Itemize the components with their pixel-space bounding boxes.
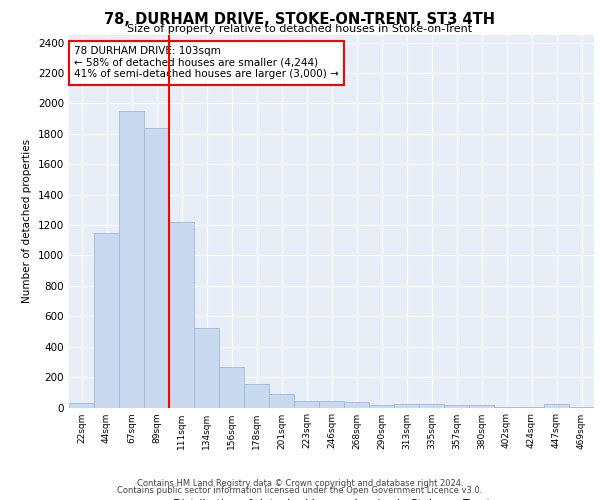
- Text: Size of property relative to detached houses in Stoke-on-Trent: Size of property relative to detached ho…: [127, 24, 473, 34]
- X-axis label: Distribution of detached houses by size in Stoke-on-Trent: Distribution of detached houses by size …: [173, 498, 490, 500]
- Bar: [219, 367, 244, 408]
- Bar: [544, 404, 569, 407]
- Bar: [319, 402, 344, 407]
- Y-axis label: Number of detached properties: Number of detached properties: [22, 139, 32, 304]
- Bar: [269, 394, 294, 407]
- Bar: [69, 403, 94, 407]
- Bar: [494, 406, 519, 408]
- Bar: [344, 402, 369, 407]
- Bar: [519, 406, 544, 408]
- Text: Contains public sector information licensed under the Open Government Licence v3: Contains public sector information licen…: [118, 486, 482, 495]
- Bar: [244, 384, 269, 407]
- Bar: [194, 328, 219, 407]
- Bar: [119, 111, 144, 408]
- Bar: [294, 400, 319, 407]
- Bar: [394, 404, 419, 407]
- Bar: [144, 128, 169, 407]
- Bar: [369, 405, 394, 407]
- Bar: [469, 405, 494, 407]
- Bar: [569, 406, 594, 408]
- Bar: [94, 232, 119, 408]
- Text: 78 DURHAM DRIVE: 103sqm
← 58% of detached houses are smaller (4,244)
41% of semi: 78 DURHAM DRIVE: 103sqm ← 58% of detache…: [74, 46, 339, 80]
- Bar: [444, 405, 469, 407]
- Bar: [419, 404, 444, 407]
- Text: 78, DURHAM DRIVE, STOKE-ON-TRENT, ST3 4TH: 78, DURHAM DRIVE, STOKE-ON-TRENT, ST3 4T…: [104, 12, 496, 28]
- Text: Contains HM Land Registry data © Crown copyright and database right 2024.: Contains HM Land Registry data © Crown c…: [137, 478, 463, 488]
- Bar: [169, 222, 194, 408]
